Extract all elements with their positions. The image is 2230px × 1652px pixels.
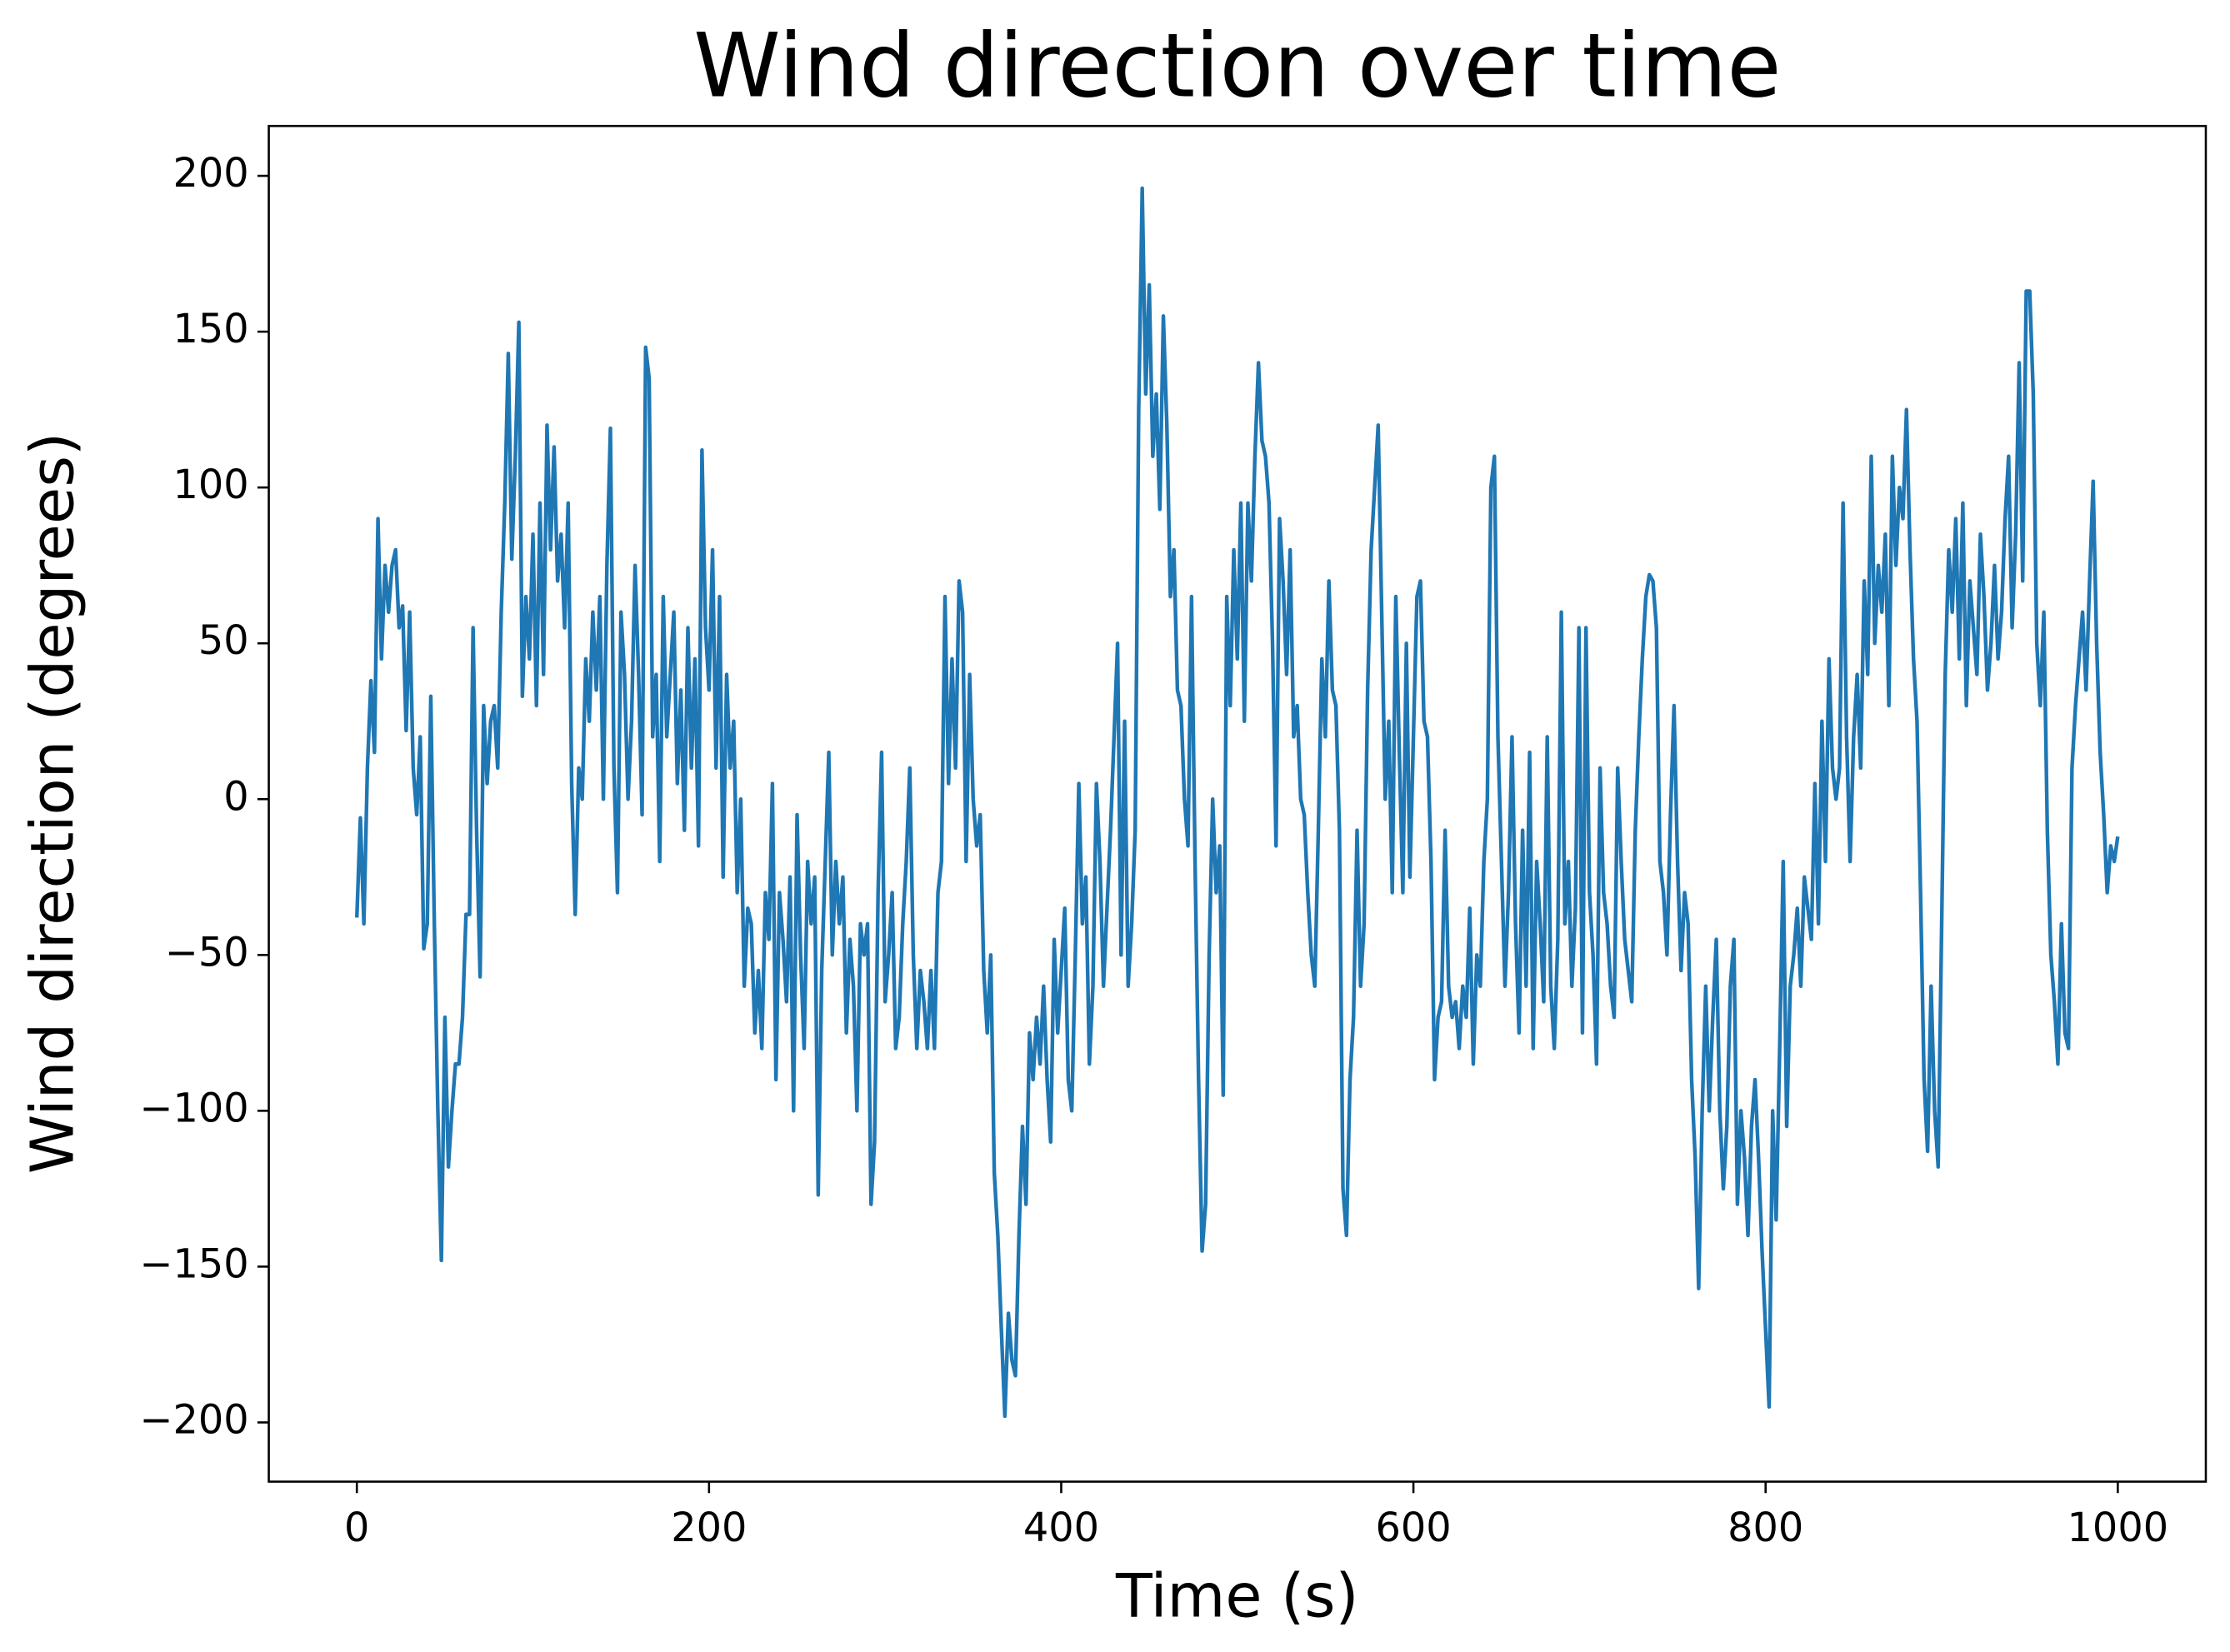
chart-title: Wind direction over time [693, 14, 1781, 117]
y-tick-label: −100 [139, 1085, 248, 1131]
x-tick-label: 400 [1023, 1505, 1099, 1551]
x-tick-label: 200 [671, 1505, 747, 1551]
y-tick-label: 0 [223, 773, 248, 820]
y-tick-label: 50 [198, 617, 249, 664]
x-tick-label: 0 [344, 1505, 369, 1551]
x-tick-label: 1000 [2068, 1505, 2169, 1551]
x-axis-label: Time (s) [1115, 1561, 1358, 1631]
data-line [354, 186, 2120, 1419]
y-tick-label: −150 [139, 1240, 248, 1287]
y-tick-label: −50 [165, 929, 249, 976]
y-tick-label: 100 [172, 462, 248, 508]
plot-frame [268, 124, 2208, 1483]
y-axis-label: Wind direction (degrees) [18, 432, 88, 1174]
y-tick-label: 200 [172, 150, 248, 197]
y-tick-label: −200 [139, 1396, 248, 1443]
x-tick-label: 800 [1728, 1505, 1803, 1551]
y-tick-label: 150 [172, 306, 248, 352]
x-tick-label: 600 [1375, 1505, 1451, 1551]
